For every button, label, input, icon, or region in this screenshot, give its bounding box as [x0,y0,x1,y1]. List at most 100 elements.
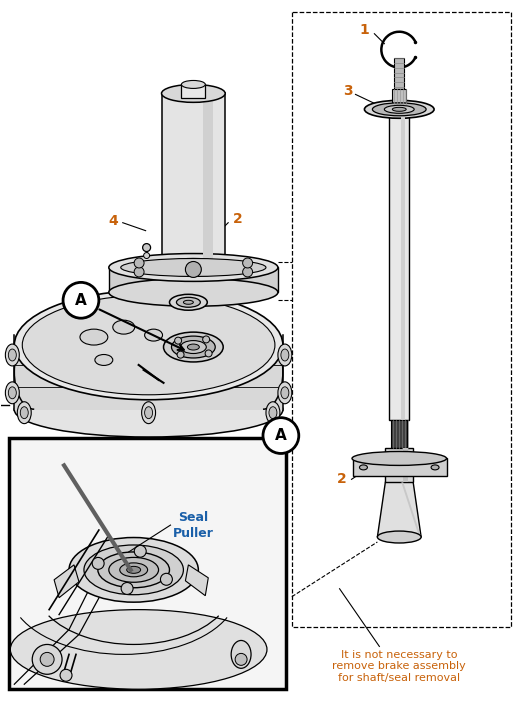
Text: Puller: Puller [173,527,214,540]
Ellipse shape [278,344,292,366]
Ellipse shape [5,344,19,366]
Bar [403,447,408,482]
Ellipse shape [392,107,406,111]
Circle shape [205,350,212,357]
Circle shape [185,262,201,277]
Ellipse shape [14,382,283,437]
Ellipse shape [281,387,289,398]
Circle shape [63,282,99,318]
Ellipse shape [281,349,289,361]
Text: 4: 4 [108,213,118,228]
Ellipse shape [183,301,193,304]
Text: It is not necessary to
remove brake assembly
for shaft/seal removal: It is not necessary to remove brake asse… [332,649,466,683]
Ellipse shape [109,557,158,582]
Ellipse shape [231,640,251,669]
Text: 2: 2 [233,212,243,225]
Polygon shape [14,335,283,410]
Ellipse shape [177,297,200,307]
Ellipse shape [352,452,446,465]
Polygon shape [377,482,421,537]
Bar [394,57,404,89]
Circle shape [203,336,209,343]
Ellipse shape [359,465,367,470]
Circle shape [175,337,182,344]
Bar [386,447,413,482]
Bar [389,116,409,420]
Text: A: A [75,293,87,308]
Bar [353,459,447,476]
Circle shape [134,545,146,557]
Circle shape [143,244,151,252]
Polygon shape [54,565,79,598]
Circle shape [92,557,104,569]
Polygon shape [185,565,208,596]
Polygon shape [401,482,421,537]
Text: 2: 2 [337,472,346,486]
Bar [109,267,278,292]
Ellipse shape [109,254,278,281]
Ellipse shape [8,387,16,398]
Ellipse shape [164,332,223,362]
Ellipse shape [373,103,426,116]
Circle shape [263,418,299,454]
Circle shape [144,252,150,259]
Circle shape [32,644,62,674]
Circle shape [40,652,54,666]
Text: A: A [275,428,287,443]
Ellipse shape [431,465,439,470]
Ellipse shape [384,106,414,113]
Ellipse shape [278,382,292,403]
Circle shape [134,267,144,277]
Ellipse shape [8,349,16,361]
Ellipse shape [17,402,31,424]
Ellipse shape [5,382,19,403]
Ellipse shape [120,563,147,577]
Text: 1: 1 [359,23,369,37]
Ellipse shape [98,552,169,588]
Text: 3: 3 [343,84,352,99]
Ellipse shape [14,291,283,400]
Ellipse shape [113,320,134,334]
Ellipse shape [80,329,108,345]
Circle shape [243,267,253,277]
Ellipse shape [377,531,421,543]
Circle shape [235,654,247,665]
Ellipse shape [69,537,199,602]
Ellipse shape [181,80,205,89]
Ellipse shape [22,296,275,395]
Ellipse shape [269,407,277,418]
Bar [392,89,406,104]
Circle shape [121,583,133,594]
Ellipse shape [188,344,200,350]
Ellipse shape [10,610,267,689]
Ellipse shape [145,329,163,341]
Ellipse shape [109,279,278,306]
Circle shape [243,258,253,268]
Ellipse shape [145,407,153,418]
Ellipse shape [84,545,183,595]
Circle shape [134,258,144,268]
Ellipse shape [169,294,207,311]
Ellipse shape [162,259,225,277]
Ellipse shape [95,354,113,365]
Bar [391,420,407,447]
Ellipse shape [121,259,266,277]
Ellipse shape [127,566,141,574]
Ellipse shape [162,84,225,102]
Text: Seal: Seal [178,510,208,524]
Ellipse shape [180,340,206,354]
Ellipse shape [142,402,156,424]
Text: 5: 5 [235,285,245,299]
Ellipse shape [365,101,434,118]
Bar [162,94,225,267]
Ellipse shape [171,336,215,358]
Bar [203,94,213,267]
Bar [181,84,205,99]
Circle shape [60,669,72,681]
Bar [401,116,405,420]
Ellipse shape [20,407,28,418]
Circle shape [177,351,184,358]
Circle shape [160,574,172,585]
Bar [9,437,286,689]
Ellipse shape [266,402,280,424]
